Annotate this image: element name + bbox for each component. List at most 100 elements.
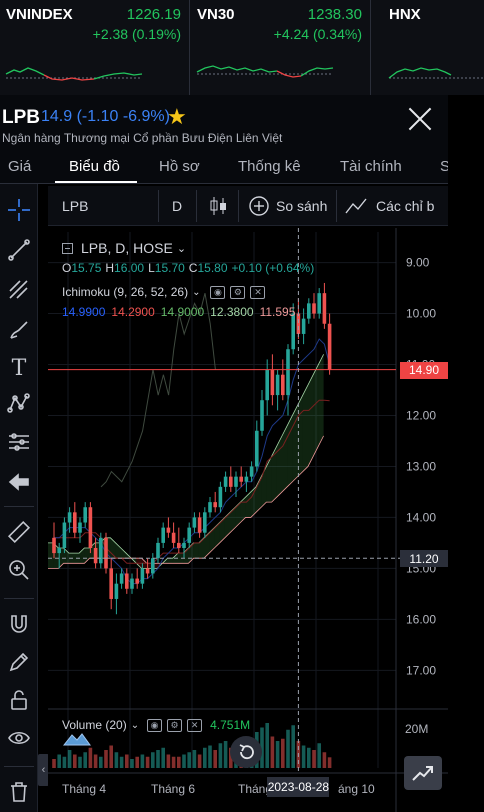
pencil-lock-icon[interactable] (4, 648, 34, 676)
crosshair-icon[interactable] (4, 196, 34, 224)
ichimoku-label: Ichimoku (9, 26, 52, 26) (62, 285, 189, 299)
ichimoku-cloud-segment (79, 548, 85, 564)
trash-icon[interactable] (4, 778, 34, 806)
series-legend-row: LPB, D, HOSE ⌄ (62, 238, 314, 258)
eye-icon[interactable]: ◉ (210, 285, 226, 299)
volume-bar (62, 756, 67, 768)
gear-icon[interactable]: ⚙ (167, 718, 183, 732)
candle-body (322, 293, 327, 324)
ruler-icon[interactable] (4, 518, 34, 546)
volume-bar (223, 741, 228, 768)
ichimoku-cloud-segment (308, 374, 314, 467)
close-icon[interactable]: ✕ (250, 285, 266, 299)
volume-bar (265, 723, 269, 768)
tenkan-value: 14.9900 (62, 305, 106, 319)
low-value: 15.70 (154, 261, 185, 275)
reset-chart-icon[interactable] (230, 736, 262, 768)
compare-button[interactable]: So sánh (248, 186, 327, 226)
index-sparkline (196, 65, 334, 78)
chart-toolbar: LPB D So sánh Các chỉ b (48, 186, 448, 226)
volume-bar (114, 752, 119, 768)
close-icon[interactable]: ✕ (187, 718, 203, 732)
volume-bar (327, 757, 332, 768)
pattern-icon[interactable] (4, 390, 34, 418)
volume-bar (93, 754, 98, 768)
indicators-button[interactable]: Các chỉ b (344, 186, 434, 226)
trend-line-icon[interactable] (4, 236, 34, 264)
volume-bar (52, 759, 56, 768)
time-axis-label: Tháng 4 (62, 782, 107, 796)
volume-bar (260, 727, 264, 768)
chart-canvas[interactable]: 17.0016.0015.0014.0013.0012.0011.0010.00… (48, 228, 448, 812)
prediction-icon[interactable] (4, 428, 34, 456)
tab-bieu-do[interactable]: Biểu đồ (69, 158, 120, 175)
ichimoku-cloud-segment (58, 548, 64, 569)
unlock-icon[interactable] (4, 686, 34, 714)
close-label: C (188, 261, 198, 275)
gear-icon[interactable]: ⚙ (230, 285, 246, 299)
interval-button[interactable]: D (172, 198, 183, 214)
price-chart[interactable]: 17.0016.0015.0014.0013.0012.0011.0010.00… (48, 228, 448, 812)
crosshair-price-label: 11.20 (400, 550, 448, 568)
star-icon[interactable]: ★ (167, 104, 187, 129)
open-label: O (62, 261, 72, 275)
volume-label: Volume (20) (62, 718, 127, 732)
ichimoku-cloud-segment (271, 446, 277, 503)
chevron-down-icon[interactable]: ⌄ (192, 286, 201, 298)
text-tool-icon[interactable]: T (11, 355, 27, 381)
zoom-in-icon[interactable] (4, 556, 34, 584)
volume-bar (182, 754, 186, 768)
eye-icon[interactable]: ◉ (147, 718, 163, 732)
chevron-down-icon[interactable]: ⌄ (176, 242, 187, 255)
candle-body (125, 573, 129, 589)
crosshair-date-label: 2023-08-28 (267, 777, 330, 797)
collapse-toolbar-handle[interactable]: ‹ (38, 754, 49, 786)
ohlc-row: O 15.75 H 16.00 L 15.70 C 15.80 +0.10 (+0.64… (62, 258, 314, 278)
candle-body (99, 537, 103, 564)
close-icon[interactable] (407, 106, 433, 132)
volume-bar (67, 750, 72, 768)
tab-more[interactable]: S (440, 158, 448, 175)
volume-bar (125, 754, 129, 768)
collapse-legend-icon[interactable] (62, 242, 73, 254)
candle-body (208, 502, 212, 513)
series-title: LPB, D, HOSE (81, 240, 173, 256)
tab-gia[interactable]: Giá (8, 158, 32, 175)
compare-label: So sánh (276, 198, 328, 214)
chevron-down-icon[interactable]: ⌄ (130, 719, 140, 731)
ichimoku-cloud-segment (178, 553, 184, 564)
active-tab-indicator (55, 181, 137, 183)
chart-type-button[interactable] (208, 186, 228, 226)
volume-bar (156, 750, 160, 768)
senkou-b-value: 11.595 (259, 305, 296, 319)
fullscreen-chart-icon[interactable] (404, 756, 442, 790)
tab-ho-so[interactable]: Hồ sơ (159, 158, 200, 175)
tab-thong-ke[interactable]: Thống kê (238, 158, 301, 175)
chart-logo-icon[interactable] (60, 728, 94, 750)
index-card-hnx[interactable]: HNX (383, 0, 484, 95)
tab-tai-chinh[interactable]: Tài chính (340, 158, 402, 175)
brush-icon[interactable] (4, 316, 34, 344)
toolbar-divider (4, 766, 34, 767)
back-arrow-icon[interactable] (4, 468, 34, 496)
volume-bar (317, 743, 321, 768)
eye-icon[interactable] (4, 724, 34, 752)
candle-body (265, 369, 269, 401)
ichimoku-cloud-segment (115, 542, 121, 559)
volume-bar (83, 752, 87, 768)
price-axis-label: 14.00 (406, 510, 436, 524)
ichimoku-cloud-segment (219, 517, 225, 543)
index-name: HNX (389, 6, 421, 23)
index-card-vn30[interactable]: VN30 1238.30 +4.24 (0.34%) (191, 0, 371, 95)
volume-bar (57, 754, 61, 768)
fib-retracement-icon[interactable] (4, 276, 34, 304)
index-card-vnindex[interactable]: VNINDEX 1226.19 +2.38 (0.19%) (0, 0, 190, 95)
symbol-search-button[interactable]: LPB (62, 198, 89, 214)
toolbar-divider (336, 190, 337, 222)
magnet-icon[interactable] (4, 610, 34, 638)
candle-body (145, 568, 150, 574)
candle-body (78, 522, 82, 533)
volume-bar (73, 754, 77, 768)
candle-body (203, 512, 207, 533)
volume-bar (145, 756, 150, 768)
